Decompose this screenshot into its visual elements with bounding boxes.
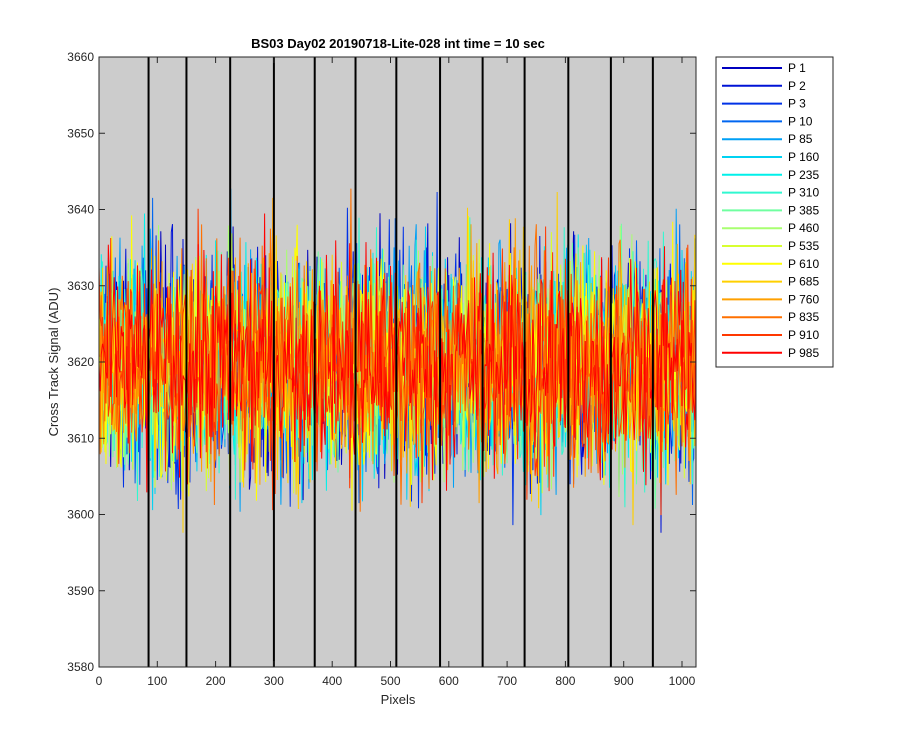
- y-tick-label: 3660: [67, 50, 94, 64]
- series-line: [98, 213, 697, 493]
- legend-entry-label: P 10: [788, 114, 813, 128]
- legend-entry-label: P 3: [788, 97, 806, 111]
- x-axis-label: Pixels: [381, 692, 416, 707]
- axis-ticks: 0 100 200 300 400 500 600 700 800 900 1000 3580 3590…: [67, 50, 696, 688]
- legend-entry-label: P 310: [788, 186, 819, 200]
- data-layer: [98, 188, 697, 533]
- y-tick-label: 3640: [67, 203, 94, 217]
- y-tick-label: 3630: [67, 279, 94, 293]
- legend-entry-label: P 835: [788, 310, 819, 324]
- legend-entry-label: P 685: [788, 275, 819, 289]
- x-tick-label: 700: [497, 674, 517, 688]
- y-tick-label: 3600: [67, 508, 94, 522]
- legend-entry-label: P 85: [788, 132, 813, 146]
- legend-entry-label: P 235: [788, 168, 819, 182]
- y-tick-label: 3580: [67, 660, 94, 674]
- x-tick-label: 600: [439, 674, 459, 688]
- legend-entry-label: P 760: [788, 292, 819, 306]
- x-tick-label: 500: [380, 674, 400, 688]
- legend-entry-label: P 385: [788, 203, 819, 217]
- x-tick-label: 200: [206, 674, 226, 688]
- legend-entry-label: P 460: [788, 221, 819, 235]
- legend-entry-label: P 985: [788, 346, 819, 360]
- legend-entry-label: P 1: [788, 61, 806, 75]
- chart-title: BS03 Day02 20190718-Lite-028 int time = …: [251, 36, 545, 51]
- segment-boundaries: [147, 57, 654, 667]
- legend-entry-label: P 2: [788, 79, 806, 93]
- legend-entry-label: P 160: [788, 150, 819, 164]
- x-tick-label: 400: [322, 674, 342, 688]
- x-tick-label: 1000: [669, 674, 696, 688]
- x-tick-label: 800: [555, 674, 575, 688]
- legend-entry-label: P 910: [788, 328, 819, 342]
- x-tick-label: 0: [96, 674, 103, 688]
- x-tick-label: 100: [147, 674, 167, 688]
- x-tick-label: 300: [264, 674, 284, 688]
- y-axis-label: Cross Track Signal (ADU): [46, 288, 61, 437]
- y-tick-label: 3610: [67, 431, 94, 445]
- legend: P 1 P 2 P 3 P 10 P 85 P 160 P 235 P 310 P 385 P 4…: [715, 56, 834, 368]
- legend-entry-label: P 535: [788, 239, 819, 253]
- y-tick-label: 3650: [67, 126, 94, 140]
- y-tick-label: 3590: [67, 584, 94, 598]
- y-tick-label: 3620: [67, 355, 94, 369]
- x-tick-label: 900: [614, 674, 634, 688]
- legend-box: [715, 56, 834, 368]
- legend-entry-label: P 610: [788, 257, 819, 271]
